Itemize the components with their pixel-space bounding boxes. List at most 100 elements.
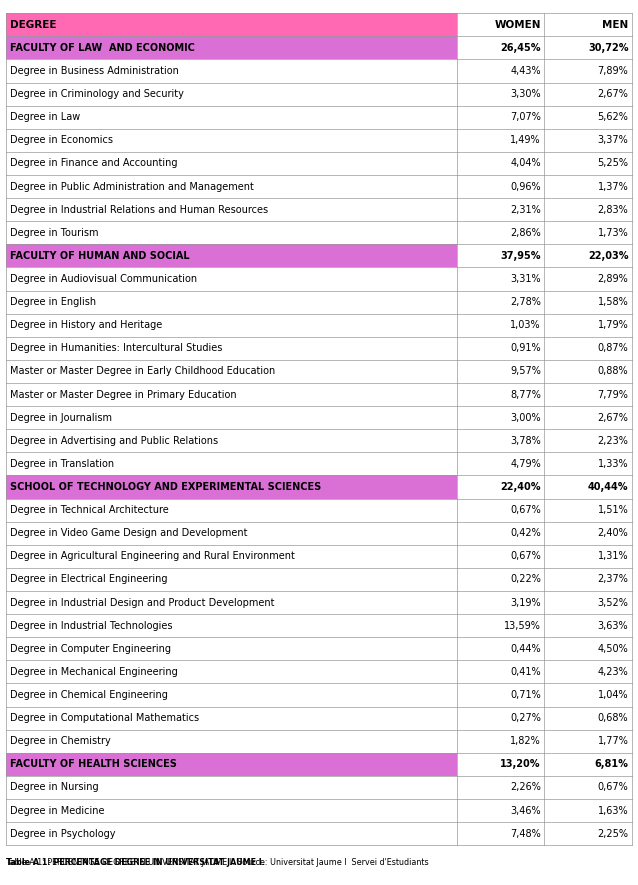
Text: 2,78%: 2,78%	[510, 297, 541, 307]
Bar	[544, 568, 632, 591]
Text: 4,79%: 4,79%	[510, 459, 541, 469]
Text: 7,89%: 7,89%	[598, 66, 628, 76]
Bar	[457, 383, 544, 406]
Bar	[457, 614, 544, 637]
Text: 2,67%: 2,67%	[598, 89, 628, 99]
Text: 3,30%: 3,30%	[510, 89, 541, 99]
Text: 1,51%: 1,51%	[598, 505, 628, 515]
Text: 3,19%: 3,19%	[510, 597, 541, 607]
Bar	[457, 244, 544, 267]
Text: 37,95%: 37,95%	[500, 251, 541, 261]
Text: 0,67%: 0,67%	[510, 505, 541, 515]
Text: 1,77%: 1,77%	[598, 736, 628, 746]
Text: Degree in Advertising and Public Relations: Degree in Advertising and Public Relatio…	[10, 435, 218, 446]
Text: 0,91%: 0,91%	[510, 343, 541, 353]
Bar	[457, 105, 544, 129]
Bar	[6, 406, 457, 429]
Bar	[6, 13, 457, 36]
Text: 0,41%: 0,41%	[510, 667, 541, 677]
Text: 6,81%: 6,81%	[595, 759, 628, 769]
Bar	[457, 475, 544, 498]
Bar	[6, 244, 457, 267]
Bar	[544, 429, 632, 452]
Bar	[544, 221, 632, 244]
Bar	[544, 637, 632, 660]
Bar	[457, 152, 544, 175]
Text: Degree in Economics: Degree in Economics	[10, 135, 112, 145]
Bar	[6, 776, 457, 799]
Bar	[6, 383, 457, 406]
Bar	[457, 799, 544, 822]
Bar	[6, 637, 457, 660]
Text: 7,48%: 7,48%	[510, 828, 541, 839]
Text: WOMEN: WOMEN	[494, 19, 541, 30]
Text: 4,04%: 4,04%	[510, 158, 541, 168]
Bar	[6, 521, 457, 545]
Text: Master or Master Degree in Early Childhood Education: Master or Master Degree in Early Childho…	[10, 366, 275, 376]
Text: 0,87%: 0,87%	[598, 343, 628, 353]
Text: 1,63%: 1,63%	[598, 805, 628, 815]
Text: 2,67%: 2,67%	[598, 412, 628, 423]
Bar	[6, 360, 457, 383]
Bar	[544, 244, 632, 267]
Bar	[6, 59, 457, 82]
Text: 1,82%: 1,82%	[510, 736, 541, 746]
Text: 0,27%: 0,27%	[510, 713, 541, 723]
Text: 3,63%: 3,63%	[598, 620, 628, 631]
Text: 4,50%: 4,50%	[598, 643, 628, 654]
Bar	[544, 290, 632, 313]
Text: Degree in Mechanical Engineering: Degree in Mechanical Engineering	[10, 667, 177, 677]
Bar	[6, 498, 457, 521]
Bar	[457, 822, 544, 845]
Text: Degree in Medicine: Degree in Medicine	[10, 805, 104, 815]
Text: Degree in Industrial Technologies: Degree in Industrial Technologies	[10, 620, 172, 631]
Text: Degree in Chemistry: Degree in Chemistry	[10, 736, 110, 746]
Text: SCHOOL OF TECHNOLOGY AND EXPERIMENTAL SCIENCES: SCHOOL OF TECHNOLOGY AND EXPERIMENTAL SC…	[10, 482, 321, 492]
Text: 0,68%: 0,68%	[598, 713, 628, 723]
Bar	[544, 521, 632, 545]
Text: 1,04%: 1,04%	[598, 690, 628, 700]
Text: Degree in Chemical Engineering: Degree in Chemical Engineering	[10, 690, 167, 700]
Text: 5,25%: 5,25%	[597, 158, 628, 168]
Text: 3,46%: 3,46%	[510, 805, 541, 815]
Text: 7,79%: 7,79%	[598, 389, 628, 399]
Bar	[6, 614, 457, 637]
Text: 2,40%: 2,40%	[598, 528, 628, 538]
Bar	[544, 105, 632, 129]
Bar	[544, 799, 632, 822]
Bar	[457, 568, 544, 591]
Text: FACULTY OF LAW  AND ECONOMIC: FACULTY OF LAW AND ECONOMIC	[10, 43, 195, 53]
Bar	[544, 475, 632, 498]
Text: 3,52%: 3,52%	[598, 597, 628, 607]
Text: 1,37%: 1,37%	[598, 181, 628, 191]
Bar	[457, 591, 544, 614]
Text: Degree in Video Game Design and Development: Degree in Video Game Design and Developm…	[10, 528, 247, 538]
Bar	[6, 683, 457, 706]
Text: Degree in Criminology and Security: Degree in Criminology and Security	[10, 89, 184, 99]
Bar	[6, 82, 457, 105]
Bar	[6, 729, 457, 753]
Bar	[544, 198, 632, 221]
Bar	[457, 452, 544, 475]
Text: 0,67%: 0,67%	[598, 782, 628, 792]
Text: 3,78%: 3,78%	[510, 435, 541, 446]
Bar	[457, 637, 544, 660]
Bar	[6, 337, 457, 360]
Text: 2,31%: 2,31%	[510, 204, 541, 215]
Bar	[6, 175, 457, 198]
Bar	[544, 591, 632, 614]
Bar	[544, 59, 632, 82]
Bar	[544, 452, 632, 475]
Text: Degree in Nursing: Degree in Nursing	[10, 782, 98, 792]
Bar	[544, 383, 632, 406]
Text: FACULTY OF HEALTH SCIENCES: FACULTY OF HEALTH SCIENCES	[10, 759, 177, 769]
Text: 40,44%: 40,44%	[588, 482, 628, 492]
Text: Degree in History and Heritage: Degree in History and Heritage	[10, 320, 162, 330]
Text: 22,03%: 22,03%	[588, 251, 628, 261]
Bar	[6, 36, 457, 59]
Text: Degree in Business Administration: Degree in Business Administration	[10, 66, 179, 76]
Text: Degree in Agricultural Engineering and Rural Environment: Degree in Agricultural Engineering and R…	[10, 551, 295, 561]
Text: 8,77%: 8,77%	[510, 389, 541, 399]
Bar	[544, 360, 632, 383]
Text: 13,59%: 13,59%	[504, 620, 541, 631]
